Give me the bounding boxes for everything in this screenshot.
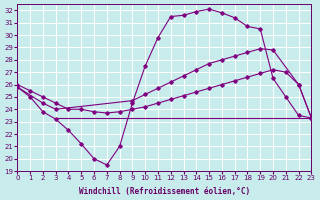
X-axis label: Windchill (Refroidissement éolien,°C): Windchill (Refroidissement éolien,°C) xyxy=(79,187,250,196)
